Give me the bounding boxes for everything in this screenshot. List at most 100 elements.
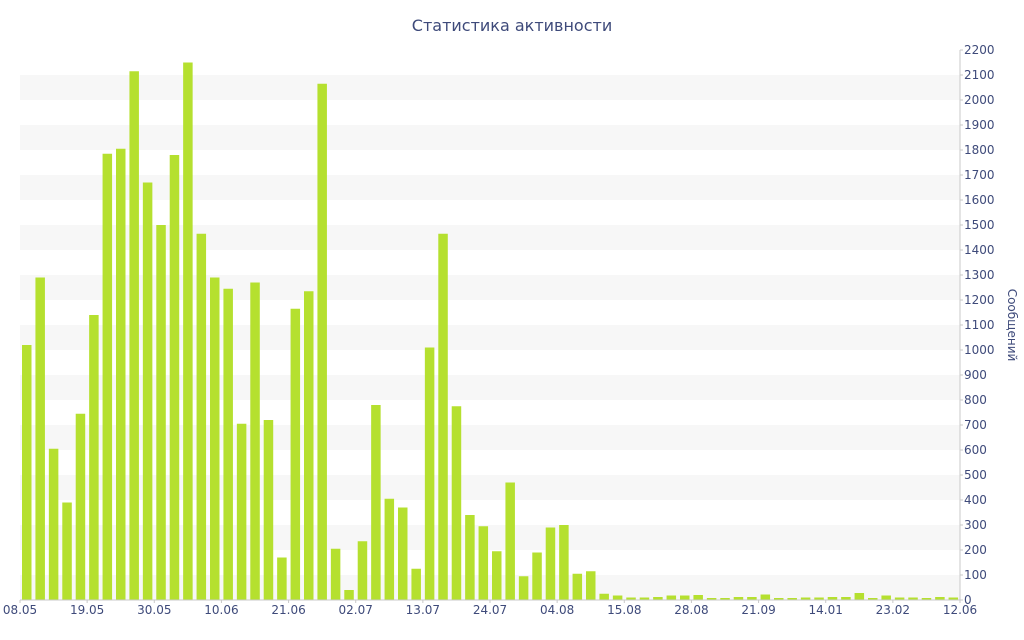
x-tick-label: 10.06	[204, 603, 238, 617]
x-tick-label: 23.02	[876, 603, 910, 617]
bar	[586, 571, 596, 600]
bar	[22, 345, 32, 600]
bar	[196, 233, 207, 600]
bar	[290, 308, 301, 600]
y-tick-label: 1500	[964, 218, 995, 232]
bar	[706, 598, 717, 600]
bar	[183, 62, 193, 600]
bar	[653, 597, 663, 600]
x-tick-label: 15.08	[607, 603, 641, 617]
x-tick-label: 21.09	[741, 603, 775, 617]
x-tick-label: 08.05	[3, 603, 37, 617]
x-tick-label: 04.08	[540, 603, 574, 617]
y-tick-label: 600	[964, 443, 987, 457]
y-tick-label: 300	[964, 518, 987, 532]
bar	[451, 406, 462, 600]
y-tick-label: 2100	[964, 68, 995, 82]
bar	[545, 527, 556, 600]
x-tick-label: 19.05	[70, 603, 104, 617]
y-tick-label: 0	[964, 593, 972, 607]
y-tick-label: 1700	[964, 168, 995, 182]
bar	[800, 597, 811, 600]
bar	[384, 498, 395, 600]
bar	[438, 233, 448, 600]
y-tick-labels: 0 100 200 300 400 500 600 700 800 900 1000 1100 1200…	[960, 43, 995, 607]
bar	[424, 347, 435, 600]
bar	[89, 315, 99, 600]
bar	[733, 597, 744, 600]
y-tick-label: 1400	[964, 243, 995, 257]
bar	[263, 420, 274, 600]
bar	[532, 552, 542, 600]
y-tick-label: 1900	[964, 118, 995, 132]
y-tick-label: 100	[964, 568, 987, 582]
bar	[935, 597, 945, 600]
bar	[317, 83, 327, 600]
y-tick-label: 900	[964, 368, 987, 382]
bar	[693, 595, 703, 600]
bar	[827, 597, 838, 600]
bar	[142, 182, 153, 600]
bar	[612, 595, 623, 600]
y-tick-label: 2200	[964, 43, 995, 57]
bar	[330, 548, 341, 600]
grid-band	[20, 75, 960, 100]
bar	[75, 413, 86, 600]
bar	[236, 423, 247, 600]
bar	[894, 597, 905, 600]
bar	[371, 405, 381, 600]
x-tick-label: 13.07	[406, 603, 440, 617]
bar	[492, 551, 502, 600]
x-tick-labels: 08.05 19.05 30.05 10.06 21.06 02.07 13.07 24.07…	[3, 600, 977, 617]
y-tick-label: 400	[964, 493, 987, 507]
x-tick-label: 14.01	[809, 603, 843, 617]
bar	[116, 148, 126, 600]
y-tick-label: 500	[964, 468, 987, 482]
bar	[129, 71, 139, 600]
bar	[250, 282, 260, 600]
bar	[277, 557, 287, 600]
bar	[465, 515, 475, 600]
y-tick-label: 1100	[964, 318, 995, 332]
x-tick-label: 12.06	[943, 603, 977, 617]
bar	[505, 482, 515, 600]
y-tick-label: 800	[964, 393, 987, 407]
x-tick-label: 28.08	[674, 603, 708, 617]
grid-band	[20, 125, 960, 150]
bar	[854, 593, 865, 600]
bar	[48, 448, 59, 600]
bar	[868, 598, 878, 600]
bar	[169, 155, 180, 600]
grid-band	[20, 175, 960, 200]
bar	[908, 597, 918, 600]
y-tick-label: 1300	[964, 268, 995, 282]
bar	[680, 595, 690, 600]
bar	[35, 277, 45, 600]
bar	[572, 573, 583, 600]
bar	[921, 598, 932, 600]
bar	[747, 597, 757, 600]
bar	[626, 597, 636, 600]
bar	[787, 598, 797, 600]
bar	[599, 593, 609, 600]
y-tick-label: 1600	[964, 193, 995, 207]
bar	[62, 502, 72, 600]
x-tick-label: 24.07	[473, 603, 507, 617]
bar	[841, 597, 851, 600]
bar	[774, 598, 784, 600]
bar	[559, 525, 569, 600]
bar	[210, 277, 220, 600]
x-tick-label: 30.05	[137, 603, 171, 617]
bar	[223, 288, 233, 600]
bar	[518, 576, 529, 600]
bar	[881, 595, 891, 600]
x-tick-label: 02.07	[339, 603, 373, 617]
bars-group	[22, 62, 959, 600]
y-axis-label: Сообщений	[1005, 289, 1019, 362]
y-tick-label: 200	[964, 543, 987, 557]
bar	[398, 507, 408, 600]
y-tick-label: 1000	[964, 343, 995, 357]
bar	[948, 597, 959, 600]
x-tick-label: 21.06	[271, 603, 305, 617]
